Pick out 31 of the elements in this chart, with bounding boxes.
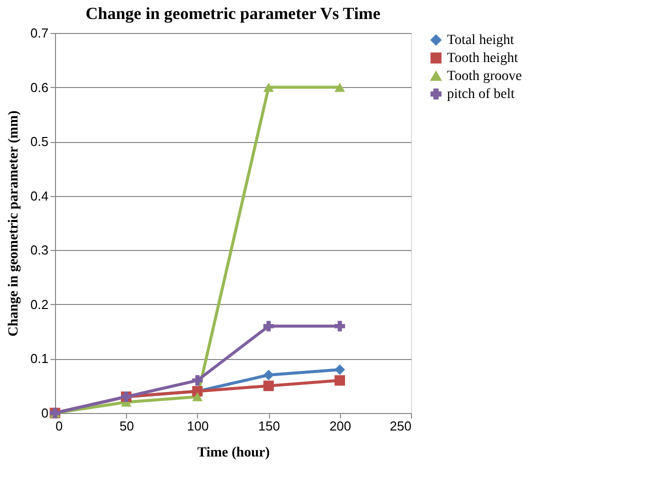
chart-title: Change in geometric parameter Vs Time [86,4,381,23]
point [192,375,203,386]
point [334,82,346,92]
x-tick-label: 250 [390,418,412,434]
legend-label: pitch of belt [447,87,515,102]
y-tick-label: 0.3 [30,242,48,258]
legend-label: Tooth groove [447,69,522,84]
y-tick-label: 0.1 [30,351,48,366]
point [334,364,346,375]
point [263,320,274,332]
point [334,375,346,386]
x-tick-label: 200 [329,418,352,434]
y-tick-label: 0.5 [30,134,48,150]
y-axis-title: Change in geometric parameter (mm) [6,110,22,337]
point [263,370,274,380]
y-tick-label: 0.7 [30,26,48,40]
y-tick-label: 0 [41,406,48,420]
y-tick-label: 0.4 [30,188,48,204]
point [263,380,274,392]
point [334,320,346,332]
y-tick-label: 0.2 [30,296,48,312]
x-tick-label: 0 [56,418,63,434]
x-tick-label: 100 [187,418,209,434]
x-axis-title: Time (hour) [197,446,270,460]
y-tick-label: 0.6 [30,80,48,95]
x-tick-label: 150 [258,418,280,434]
legend-label: Total height [447,33,514,48]
point [192,392,203,402]
point [263,82,274,92]
x-tick-label: 50 [119,418,134,434]
legend-label: Tooth height [447,51,518,66]
